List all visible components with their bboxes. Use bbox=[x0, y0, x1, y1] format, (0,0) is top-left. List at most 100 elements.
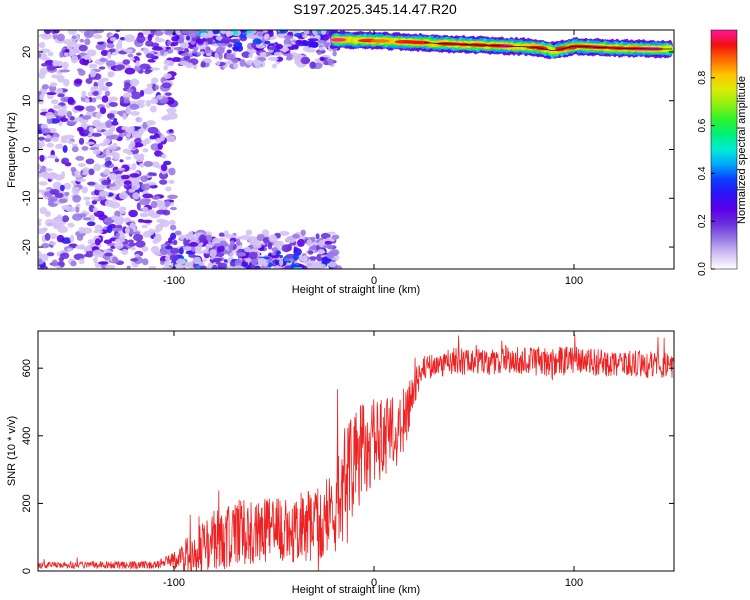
noise-cell bbox=[128, 242, 137, 247]
upper-patch-cell bbox=[172, 56, 181, 62]
noise-cell bbox=[59, 184, 65, 192]
noise-cell bbox=[114, 241, 124, 250]
noise-cell bbox=[111, 120, 119, 126]
lower-patch-cell bbox=[257, 257, 267, 264]
upper-patch-cell bbox=[295, 39, 303, 45]
noise-cell bbox=[121, 126, 130, 131]
noise-cell bbox=[61, 237, 72, 244]
lower-patch-cell bbox=[274, 259, 279, 266]
noise-cell bbox=[53, 30, 60, 34]
lower-patch-cell bbox=[215, 259, 221, 265]
noise-cell bbox=[87, 91, 94, 97]
noise-cell bbox=[58, 143, 63, 147]
noise-cell bbox=[150, 245, 160, 254]
noise-cell bbox=[44, 232, 51, 241]
upper-patch-cell bbox=[215, 46, 225, 55]
noise-cell bbox=[55, 174, 63, 181]
noise-cell bbox=[67, 222, 75, 228]
upper-patch-cell bbox=[275, 43, 284, 50]
noise-cell bbox=[93, 256, 98, 264]
colorbar: 0.0 0.2 0.4 0.6 0.8 Normalized spectral ampl… bbox=[697, 29, 748, 276]
noise-cell bbox=[95, 95, 103, 100]
upper-patch-cell bbox=[232, 58, 239, 64]
upper-patch-cell bbox=[247, 49, 257, 53]
noise-cell bbox=[47, 51, 54, 57]
noise-cell bbox=[64, 191, 70, 197]
noise-cell bbox=[150, 98, 159, 105]
noise-cell bbox=[63, 182, 72, 190]
noise-cell bbox=[107, 51, 112, 59]
lower-patch-cell bbox=[218, 232, 226, 237]
upper-patch-cell bbox=[300, 56, 311, 65]
upper-patch-cell bbox=[294, 58, 300, 65]
upper-patch-cell bbox=[215, 35, 223, 41]
upper-patch-cell bbox=[318, 46, 325, 51]
upper-patch-cell bbox=[283, 35, 294, 39]
upper-patch-cell bbox=[220, 30, 227, 35]
noise-cell bbox=[61, 215, 70, 223]
lower-patch-cell bbox=[307, 250, 314, 255]
noise-cell bbox=[85, 200, 91, 207]
noise-cell bbox=[97, 41, 104, 45]
noise-cell bbox=[45, 134, 51, 139]
noise-cell bbox=[83, 253, 90, 258]
noise-cell bbox=[111, 215, 119, 221]
noise-cell bbox=[38, 41, 46, 49]
noise-cell bbox=[38, 53, 42, 58]
noise-cell bbox=[123, 48, 133, 52]
noise-cell bbox=[141, 219, 153, 224]
lower-patch-cell bbox=[207, 262, 214, 269]
upper-patch-cell bbox=[291, 30, 301, 34]
noise-cell bbox=[46, 142, 54, 148]
noise-cell bbox=[72, 213, 83, 221]
lower-patch-cell bbox=[189, 242, 199, 247]
lower-patch-cell bbox=[235, 252, 247, 257]
noise-cell bbox=[43, 30, 52, 35]
lower-patch-cell bbox=[209, 249, 217, 258]
spectrogram-xlabel: Height of straight line (km) bbox=[292, 284, 420, 296]
colorbar-tick-label: 0.6 bbox=[697, 118, 708, 132]
noise-cell bbox=[103, 86, 109, 90]
noise-cell bbox=[168, 167, 176, 176]
upper-patch-cell bbox=[268, 46, 278, 51]
noise-cell bbox=[38, 218, 43, 223]
noise-cell bbox=[93, 34, 103, 39]
noise-cell bbox=[154, 30, 164, 37]
noise-cell bbox=[103, 239, 113, 244]
noise-cell bbox=[125, 109, 132, 115]
noise-cell bbox=[143, 87, 154, 95]
upper-patch-cell bbox=[186, 35, 191, 41]
noise-cell bbox=[163, 73, 172, 79]
noise-cell bbox=[146, 120, 156, 126]
lower-patch-cell bbox=[217, 262, 227, 269]
noise-cell bbox=[125, 156, 132, 160]
upper-patch-cell bbox=[332, 50, 337, 57]
lower-patch-cell bbox=[306, 238, 313, 247]
noise-cell bbox=[112, 227, 122, 232]
noise-cell bbox=[105, 60, 117, 67]
ridge-core bbox=[414, 40, 430, 45]
noise-cell bbox=[144, 69, 151, 75]
noise-cell bbox=[141, 183, 151, 191]
noise-cell bbox=[99, 58, 108, 62]
noise-cell bbox=[135, 60, 140, 67]
noise-cell bbox=[88, 168, 95, 176]
lower-patch-cell bbox=[172, 266, 177, 269]
noise-cell bbox=[38, 136, 46, 141]
noise-cell bbox=[48, 154, 57, 159]
noise-cell bbox=[142, 193, 154, 199]
noise-cell bbox=[93, 207, 98, 213]
lower-patch-cell bbox=[271, 247, 278, 252]
upper-patch-cell bbox=[316, 35, 321, 40]
noise-cell bbox=[127, 53, 134, 58]
lower-patch-cell bbox=[248, 235, 257, 244]
lower-patch-cell bbox=[223, 230, 230, 237]
noise-cell bbox=[87, 181, 96, 186]
noise-cell bbox=[51, 136, 60, 142]
snr-frame bbox=[37, 330, 675, 572]
lower-patch-cell bbox=[229, 260, 236, 267]
noise-cell bbox=[56, 33, 66, 42]
lower-patch-cell bbox=[308, 256, 317, 260]
